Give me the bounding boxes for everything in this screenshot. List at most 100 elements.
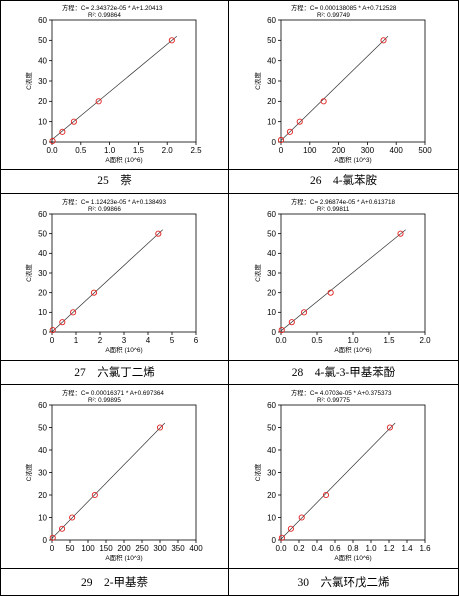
fit-line (281, 36, 389, 141)
table-rule (0, 193, 459, 194)
y-tick-label: 50 (38, 36, 47, 45)
fit-line (281, 422, 396, 540)
data-point (90, 289, 98, 296)
data-point (380, 37, 387, 44)
fit-equation: 方程：C= 2.34372e-05 * A+1.20413 (62, 3, 163, 12)
x-tick-label: 1 (74, 336, 79, 345)
x-tick-label: 0.4 (311, 544, 323, 553)
chart-caption: 30 六氯环戊二烯 (229, 574, 458, 590)
x-tick-label: 6 (194, 336, 199, 345)
fit-equation: 方程：C= 0.000138085 * A+0.712528 (291, 3, 397, 12)
chart-panel: 方程：C= 2.96874e-05 * A+0.613718 R²: 0.9981… (231, 196, 455, 358)
caption-spacer (303, 367, 315, 379)
y-tick-label: 60 (38, 210, 47, 219)
data-point (95, 98, 102, 105)
x-tick-label: 250 (135, 544, 149, 553)
y-tick-label: 10 (267, 513, 276, 522)
x-tick-label: 200 (117, 544, 131, 553)
y-axis-label: C浓度 (253, 264, 262, 282)
data-point (278, 534, 285, 541)
x-tick-label: 400 (390, 146, 404, 155)
y-tick-label: 50 (267, 36, 276, 45)
data-point (298, 514, 305, 521)
x-axis-label: A面积 (10^3) (105, 553, 142, 562)
y-tick-label: 0 (43, 328, 48, 337)
chart-caption: 28 4-氯-3-甲基苯酚 (229, 364, 458, 380)
x-tick-label: 0.6 (329, 544, 341, 553)
fit-equation: 方程：C= 0.00016371 * A+0.697364 (62, 388, 164, 397)
y-tick-label: 50 (267, 229, 276, 238)
table-rule (0, 169, 459, 170)
y-tick-label: 0 (272, 138, 277, 147)
y-tick-label: 50 (267, 423, 276, 432)
caption-number: 25 (97, 175, 109, 187)
y-tick-label: 20 (267, 288, 276, 297)
y-tick-label: 30 (267, 468, 276, 477)
y-tick-label: 40 (38, 446, 47, 455)
caption-number: 27 (74, 367, 86, 379)
y-tick-label: 10 (267, 308, 276, 317)
y-tick-label: 60 (38, 16, 47, 25)
data-point (70, 118, 77, 125)
x-tick-label: 400 (189, 544, 203, 553)
r-squared: R²: 0.99811 (317, 206, 350, 213)
data-point (277, 136, 285, 144)
chart-caption: 25 萘 (0, 172, 229, 188)
y-tick-label: 10 (38, 308, 47, 317)
table-rule (0, 384, 459, 385)
y-tick-label: 30 (38, 468, 47, 477)
r-squared: R²: 0.99749 (317, 12, 350, 19)
r-squared: R²: 0.99895 (88, 397, 121, 404)
chart-panel: 方程：C= 1.12423e-05 * A+0.138493 R²: 0.9986… (2, 196, 226, 358)
data-point (156, 424, 164, 431)
y-tick-label: 20 (267, 491, 276, 500)
data-point (49, 534, 56, 541)
data-point (322, 491, 330, 499)
y-tick-label: 20 (38, 288, 47, 297)
x-axis-label: A面积 (10^6) (334, 553, 371, 562)
caption-compound-name: 六氯丁二烯 (97, 367, 155, 379)
chart-panel: 方程：C= 4.0703e-05 * A+0.375373 R²: 0.99775… (231, 387, 455, 566)
x-tick-label: 1.0 (347, 336, 359, 345)
y-tick-label: 40 (38, 56, 47, 65)
caption-compound-name: 六氯环戊二烯 (320, 577, 390, 589)
data-point (278, 326, 285, 334)
fit-equation: 方程：C= 2.96874e-05 * A+0.613718 (291, 197, 395, 206)
r-squared: R²: 0.99775 (317, 397, 350, 404)
x-tick-label: 1.5 (383, 336, 395, 345)
caption-spacer (92, 577, 104, 589)
y-tick-label: 30 (267, 269, 276, 278)
table-border-left (0, 0, 1, 596)
y-tick-label: 40 (267, 446, 276, 455)
data-point (286, 128, 293, 135)
data-point (70, 309, 77, 316)
table-divider (228, 0, 229, 596)
y-tick-label: 0 (43, 536, 48, 545)
caption-number: 26 (309, 175, 322, 187)
data-point (386, 424, 393, 431)
chart-panel: 方程：C= 0.00016371 * A+0.697364 R²: 0.99895… (2, 387, 226, 566)
y-axis-label: C浓度 (253, 72, 262, 90)
data-point (397, 230, 404, 237)
y-tick-label: 30 (38, 269, 47, 278)
data-point (91, 491, 98, 499)
data-point (155, 230, 162, 237)
y-tick-label: 0 (272, 536, 277, 545)
x-axis-label: A面积 (10^3) (334, 155, 371, 164)
data-point (296, 118, 303, 125)
x-tick-label: 100 (303, 146, 317, 155)
x-tick-label: 0.2 (293, 544, 305, 553)
data-point (300, 309, 308, 316)
caption-compound-name: 4-氯-3-甲基苯酚 (314, 367, 396, 379)
table-rule (0, 568, 459, 569)
table-rule (0, 360, 459, 361)
plot-frame (51, 213, 197, 333)
y-axis-label: C浓度 (253, 463, 262, 481)
table-border-top (0, 0, 459, 1)
caption-number: 30 (297, 577, 310, 589)
data-point (320, 98, 327, 105)
